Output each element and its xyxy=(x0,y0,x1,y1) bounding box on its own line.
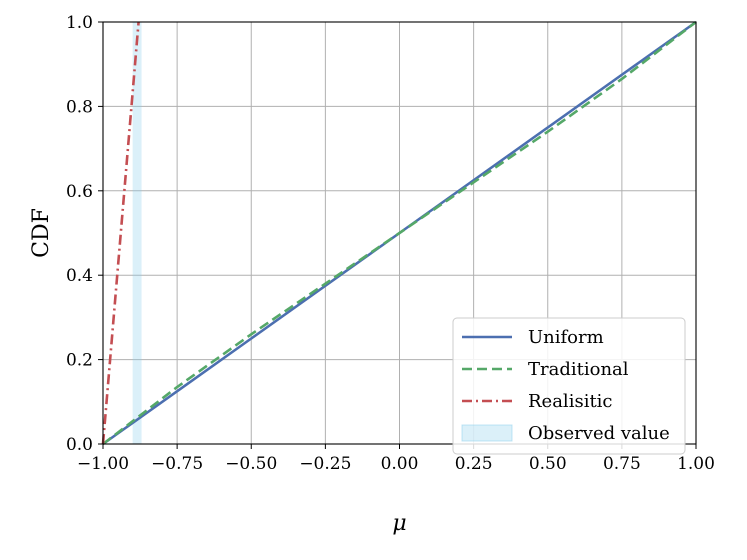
series-line-traditional xyxy=(102,20,697,446)
y-tick-label: 0.0 xyxy=(66,435,93,455)
x-tick-label: −0.50 xyxy=(225,454,277,474)
y-tick-label: 0.6 xyxy=(66,182,93,202)
x-axis-ticks: −1.00 −0.75 −0.50 −0.25 0.00 0.25 0.50 0.75 1.00 xyxy=(77,444,715,474)
x-tick-label: −0.75 xyxy=(151,454,203,474)
y-axis-ticks: 0.0 0.2 0.4 0.6 0.8 1.0 xyxy=(66,13,103,455)
series-lines xyxy=(101,20,697,446)
x-tick-label: 0.50 xyxy=(529,454,567,474)
legend-label-realisitic: Realisitic xyxy=(528,391,613,412)
x-axis-label: μ xyxy=(392,511,406,536)
x-tick-label: 0.75 xyxy=(603,454,641,474)
x-tick-label: 1.00 xyxy=(677,454,715,474)
y-tick-label: 0.2 xyxy=(66,351,93,371)
x-tick-label: −1.00 xyxy=(77,454,129,474)
legend-swatch-observed xyxy=(461,424,513,442)
legend-box xyxy=(452,317,686,455)
legend-label-observed: Observed value xyxy=(528,423,670,444)
y-tick-label: 0.8 xyxy=(66,97,93,117)
legend-label-traditional: Traditional xyxy=(528,359,629,380)
legend: Uniform Traditional Realisitic Observed … xyxy=(452,317,686,455)
x-tick-label: 0.25 xyxy=(455,454,493,474)
observed-band-layer xyxy=(132,22,142,444)
x-tick-label: −0.25 xyxy=(299,454,351,474)
y-tick-label: 1.0 xyxy=(66,13,93,33)
x-tick-label: 0.00 xyxy=(381,454,419,474)
legend-label-uniform: Uniform xyxy=(528,327,604,348)
y-tick-label: 0.4 xyxy=(66,266,93,286)
y-axis-label: CDF xyxy=(29,208,54,258)
observed-value-band xyxy=(132,22,142,444)
